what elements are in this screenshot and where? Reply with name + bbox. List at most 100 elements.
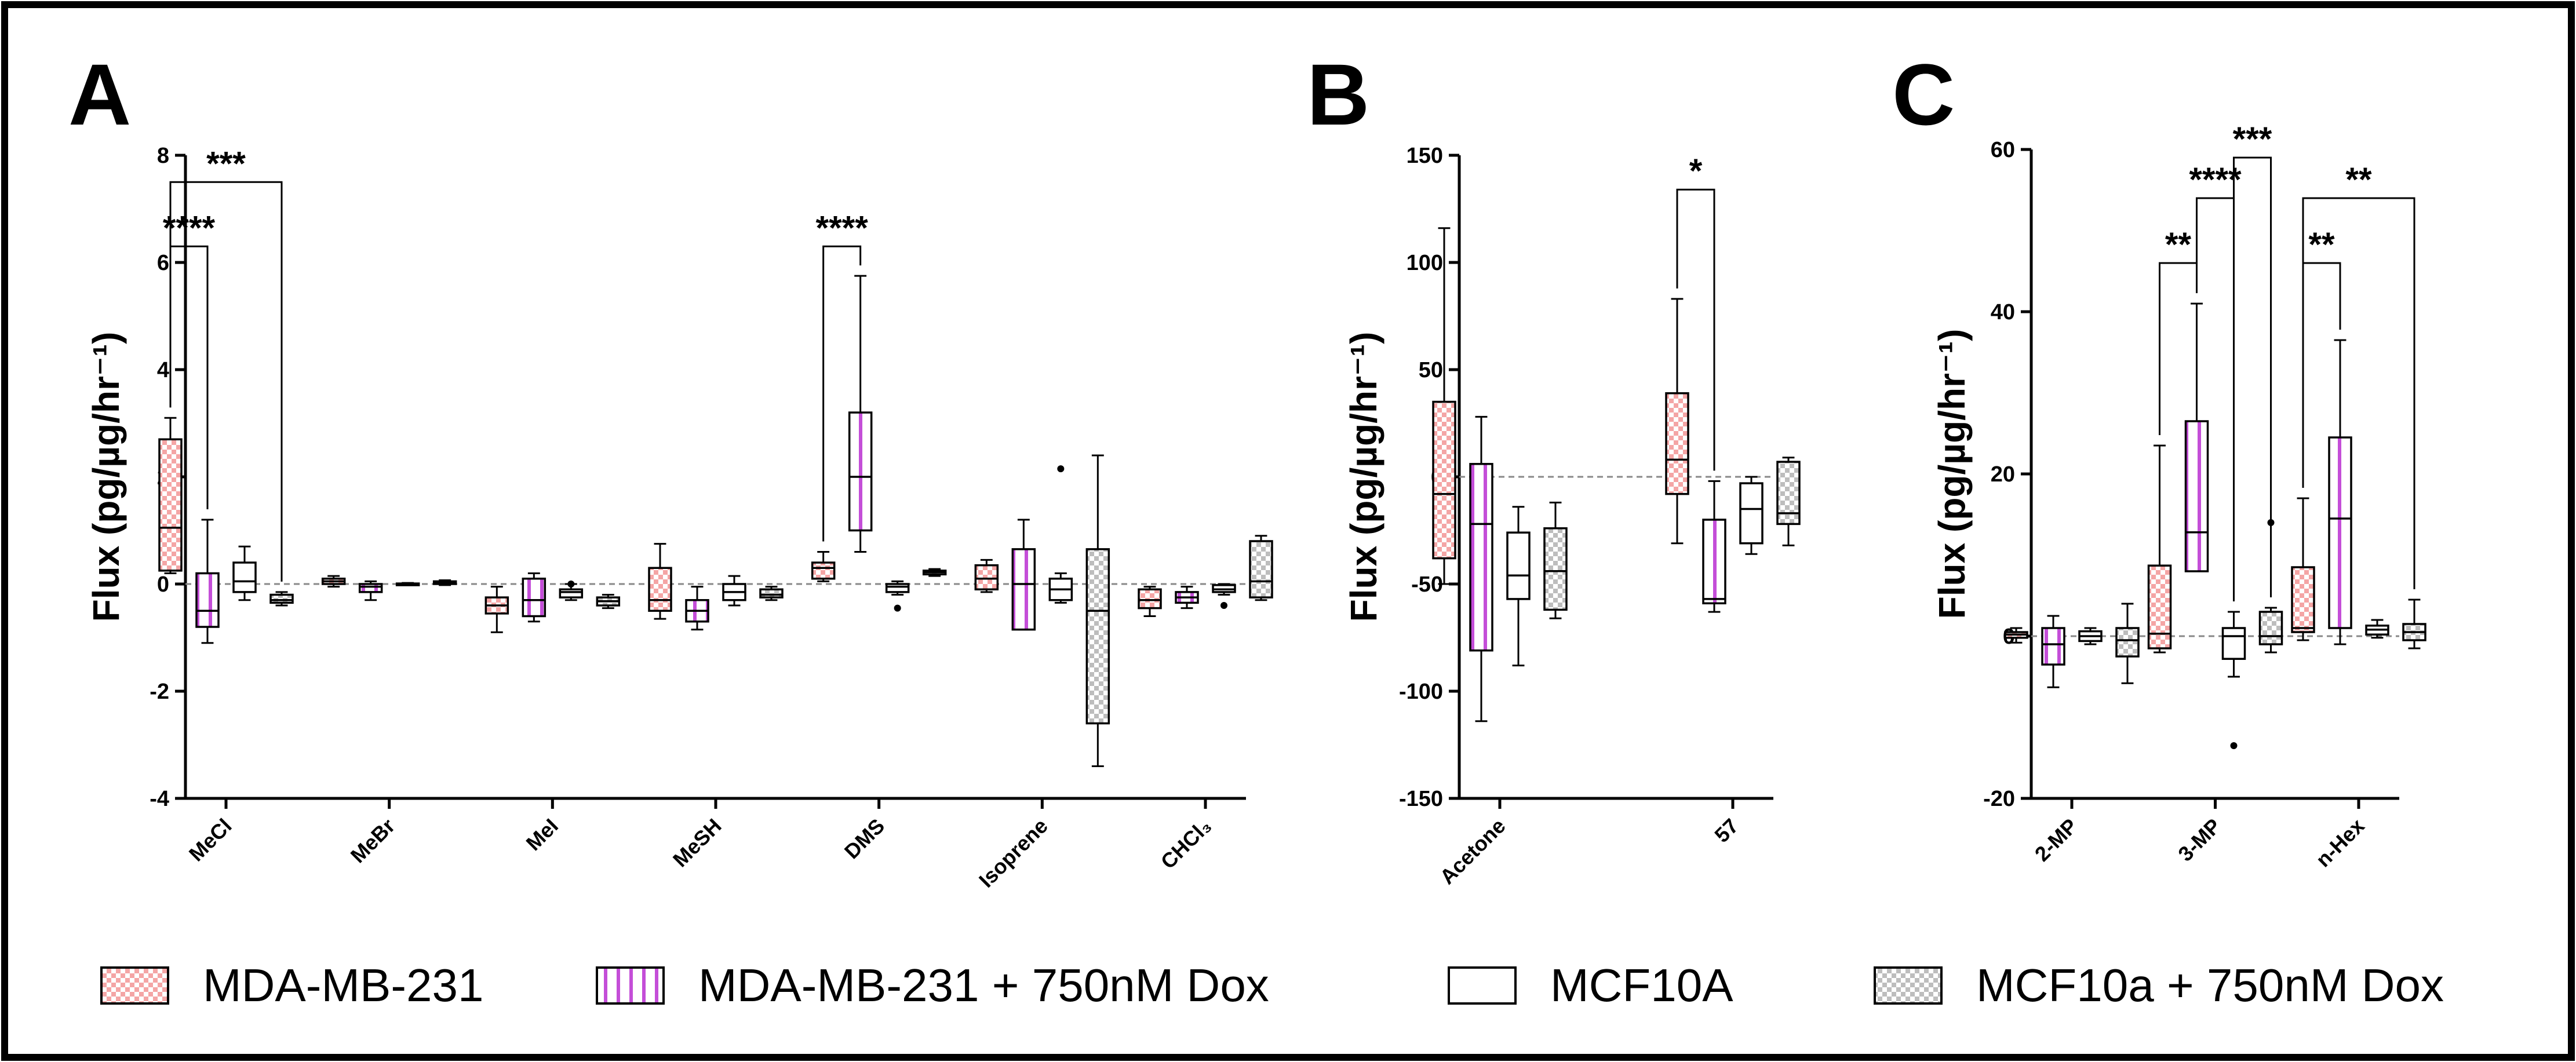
significance-label: ** <box>2308 226 2335 264</box>
significance-bracket: * <box>1676 152 1715 471</box>
y-tick-label: 20 <box>1991 462 2015 487</box>
box-mda-mb-231-750nm-dox <box>1175 586 1199 610</box>
significance-bracket: **** <box>816 209 868 542</box>
box-iqr <box>232 561 257 593</box>
significance-label: **** <box>163 209 216 247</box>
y-axis-label: Flux (pg/µg/hr⁻¹) <box>85 332 127 622</box>
box-iqr <box>195 572 220 628</box>
x-category-label: n-Hex <box>2311 814 2369 872</box>
significance-label: *** <box>2233 121 2272 158</box>
y-tick-label: 40 <box>1991 300 2015 324</box>
box-iqr <box>2115 627 2140 658</box>
box-mda-mb-231 <box>1432 227 1456 585</box>
box-mcf10a-750nm-dox <box>1776 457 1801 546</box>
box-iqr <box>1506 531 1531 600</box>
y-tick-label: -2 <box>150 680 169 704</box>
outlier-point <box>1220 602 1227 609</box>
box-mda-mb-231-750nm-dox <box>522 572 546 623</box>
y-tick-label: -100 <box>1399 680 1443 704</box>
box-mcf10a-750nm-dox <box>432 579 457 586</box>
outlier-point <box>894 604 901 612</box>
significance-label: ** <box>2345 161 2372 199</box>
significance-bracket: *** <box>2233 121 2272 601</box>
box-mcf10a-750nm-dox <box>596 594 621 610</box>
outlier-point <box>567 581 575 587</box>
box-mda-mb-231 <box>2291 497 2315 641</box>
panel-b: B-150-100-50050100150Flux (pg/µg/hr⁻¹)Ac… <box>1307 46 1801 889</box>
box-mcf10a <box>2221 611 2246 749</box>
box-iqr <box>1665 392 1689 495</box>
y-tick-label: 4 <box>157 358 169 382</box>
box-mcf10a-750nm-dox <box>269 591 294 607</box>
legend-label: MCF10a + 750nM Dox <box>1976 959 2444 1011</box>
box-mda-mb-231-750nm-dox <box>358 580 383 601</box>
box-mcf10a <box>1048 465 1073 604</box>
box-mda-mb-231-750nm-dox <box>2328 339 2352 645</box>
box-mda-mb-231 <box>811 551 836 582</box>
box-iqr <box>848 411 873 532</box>
box-iqr <box>2291 566 2315 633</box>
box-mcf10a <box>1506 506 1531 667</box>
legend-label: MDA-MB-231 + 750nM Dox <box>698 959 1269 1011</box>
y-axis-label: Flux (pg/µg/hr⁻¹) <box>1931 329 1973 619</box>
y-tick-label: -20 <box>1983 787 2015 811</box>
box-iqr <box>358 583 383 593</box>
box-iqr <box>1432 400 1456 560</box>
significance-label: *** <box>206 145 246 183</box>
box-mda-mb-231-750nm-dox <box>2041 615 2065 688</box>
x-category-label: MeSH <box>668 814 726 872</box>
x-category-label: MeI <box>522 814 563 855</box>
box-mcf10a-750nm-dox <box>1543 501 1568 619</box>
box-iqr <box>1739 482 1764 545</box>
box-mcf10a-750nm-dox <box>759 586 784 601</box>
box-mda-mb-231 <box>2004 627 2028 644</box>
bracket-line <box>2302 197 2415 589</box>
legend-swatch <box>596 966 665 1005</box>
box-mda-mb-231-750nm-dox <box>1469 415 1493 722</box>
x-category-label: 57 <box>1710 814 1743 847</box>
y-tick-label: -150 <box>1399 787 1443 811</box>
legend-swatch <box>1448 966 1517 1005</box>
y-tick-label: 60 <box>1991 138 2015 162</box>
legend-label: MCF10A <box>1550 959 1733 1011</box>
y-tick-label: 8 <box>157 144 169 168</box>
box-iqr <box>2147 564 2172 649</box>
box-mda-mb-231-750nm-dox <box>848 275 873 553</box>
y-tick-label: 150 <box>1407 144 1443 168</box>
legend-item: MCF10a + 750nM Dox <box>1874 959 2444 1011</box>
box-iqr <box>2328 436 2352 629</box>
box-mda-mb-231 <box>648 543 672 620</box>
x-category-label: DMS <box>840 814 890 864</box>
box-iqr <box>2221 627 2246 660</box>
box-iqr <box>158 438 183 572</box>
panel-letter: C <box>1892 46 1955 143</box>
y-tick-label: 0 <box>157 572 169 597</box>
box-iqr <box>1085 548 1110 725</box>
box-iqr <box>1776 461 1801 525</box>
bracket-line <box>169 181 283 582</box>
x-category-label: 2-MP <box>2030 814 2082 866</box>
significance-bracket: *** <box>169 145 283 582</box>
box-iqr <box>269 593 294 604</box>
box-iqr <box>759 588 784 598</box>
legend-label: MDA-MB-231 <box>203 959 484 1011</box>
box-iqr <box>1249 540 1273 598</box>
bracket-line <box>1676 188 1715 471</box>
legend-item: MCF10A <box>1448 959 1733 1011</box>
box-mcf10a <box>559 581 584 601</box>
y-tick-label: 6 <box>157 251 169 275</box>
bracket-line <box>2233 156 2272 601</box>
box-iqr <box>1469 463 1493 652</box>
box-mda-mb-231-750nm-dox <box>2184 302 2209 572</box>
box-mda-mb-231 <box>158 417 183 574</box>
outlier-point <box>2230 742 2238 749</box>
box-mda-mb-231-750nm-dox <box>195 519 220 644</box>
box-mda-mb-231-750nm-dox <box>685 586 709 631</box>
box-mcf10a <box>1212 583 1236 609</box>
y-axis-label: Flux (pg/µg/hr⁻¹) <box>1343 332 1384 622</box>
box-iqr <box>559 588 584 598</box>
box-mcf10a <box>885 580 910 612</box>
box-iqr <box>648 567 672 612</box>
x-category-label: MeBr <box>346 814 400 868</box>
